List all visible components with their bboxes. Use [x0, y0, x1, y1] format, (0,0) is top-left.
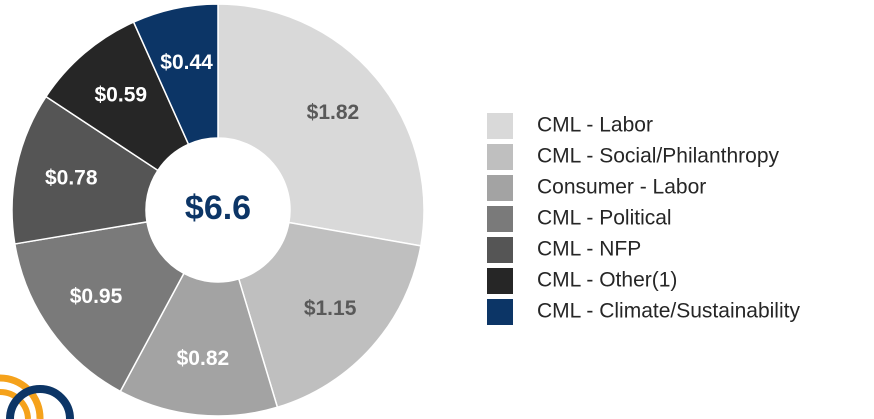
legend-label: CML - NFP: [537, 238, 641, 261]
legend-label: CML - Climate/Sustainability: [537, 300, 800, 323]
legend-swatch: [487, 268, 513, 294]
slice: [217, 3, 425, 247]
legend-label: CML - Political: [537, 207, 672, 230]
value-label: $0.82: [177, 347, 230, 370]
legend-swatch: [487, 299, 513, 325]
slice: [13, 220, 185, 393]
value-label: $0.95: [70, 285, 123, 308]
value-label: $0.44: [160, 51, 213, 74]
value-label: $1.82: [307, 101, 360, 124]
legend-label: Consumer - Labor: [537, 176, 706, 199]
slice: [132, 3, 219, 146]
value-label: $0.78: [45, 166, 98, 189]
legend-swatch: [487, 237, 513, 263]
legend-swatch: [487, 113, 513, 139]
legend-label: CML - Social/Philanthropy: [537, 145, 779, 168]
logo: [0, 374, 74, 419]
value-label: $0.59: [95, 83, 148, 106]
legend-swatch: [487, 175, 513, 201]
legend-swatch: [487, 144, 513, 170]
value-label: $1.15: [304, 297, 357, 320]
slice: [119, 272, 279, 417]
legend-swatch: [487, 206, 513, 232]
legend-label: CML - Labor: [537, 114, 653, 137]
legend-label: CML - Other(1): [537, 269, 677, 292]
center-label: $6.6: [185, 189, 251, 227]
slice: [11, 95, 159, 245]
slice: [237, 221, 422, 409]
